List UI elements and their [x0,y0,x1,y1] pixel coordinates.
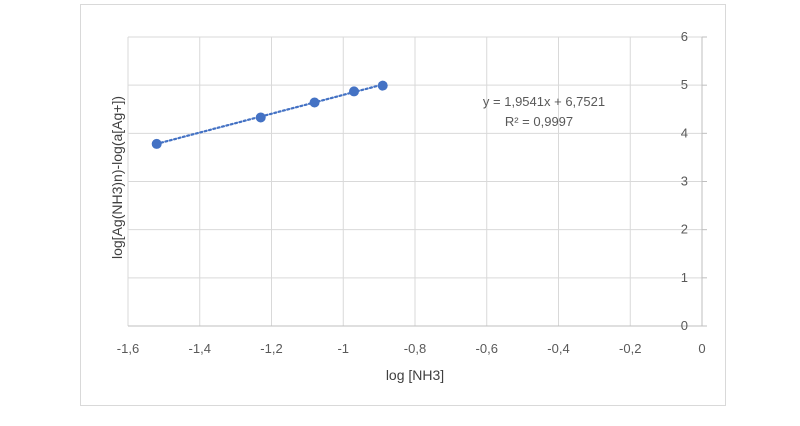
trendline-r-squared: R² = 0,9997 [505,114,573,129]
x-tick-label: -0,8 [404,341,426,356]
data-point [349,86,360,97]
x-tick-label: -1,4 [189,341,211,356]
chart-area [80,4,726,406]
y-tick-label: 3 [681,174,688,189]
y-tick-label: 5 [681,77,688,92]
x-tick-label: -1,6 [117,341,139,356]
x-tick-label: -1,2 [260,341,282,356]
data-point [151,138,162,149]
trendline [155,83,384,145]
x-tick-label: 0 [698,341,705,356]
y-tick-label: 6 [681,29,688,44]
y-tick-label: 2 [681,222,688,237]
x-tick-label: -0,2 [619,341,641,356]
data-point [377,80,388,91]
data-point [255,112,266,123]
y-tick-label: 1 [681,270,688,285]
tick-labels: -1,6 -1,4 -1,2 -1 -0,8 -0,6 -0,4 -0,2 00 1 2 3 4 5 6 [117,29,706,356]
x-tick-label: -1 [337,341,349,356]
x-tick-label: -0,6 [476,341,498,356]
y-tick-label: 0 [681,318,688,333]
gridlines [127,36,703,327]
x-tick-label: -0,4 [547,341,569,356]
data-point [309,97,320,108]
y-axis-title: log[Ag(NH3)n)-log(a[Ag+]) [109,96,125,259]
axes [128,36,707,327]
x-axis-title: log [NH3] [386,367,444,383]
y-tick-label: 4 [681,125,688,140]
trendline-line [155,83,384,145]
data-points [151,80,388,149]
trendline-equation: y = 1,9541x + 6,7521 [483,94,605,109]
